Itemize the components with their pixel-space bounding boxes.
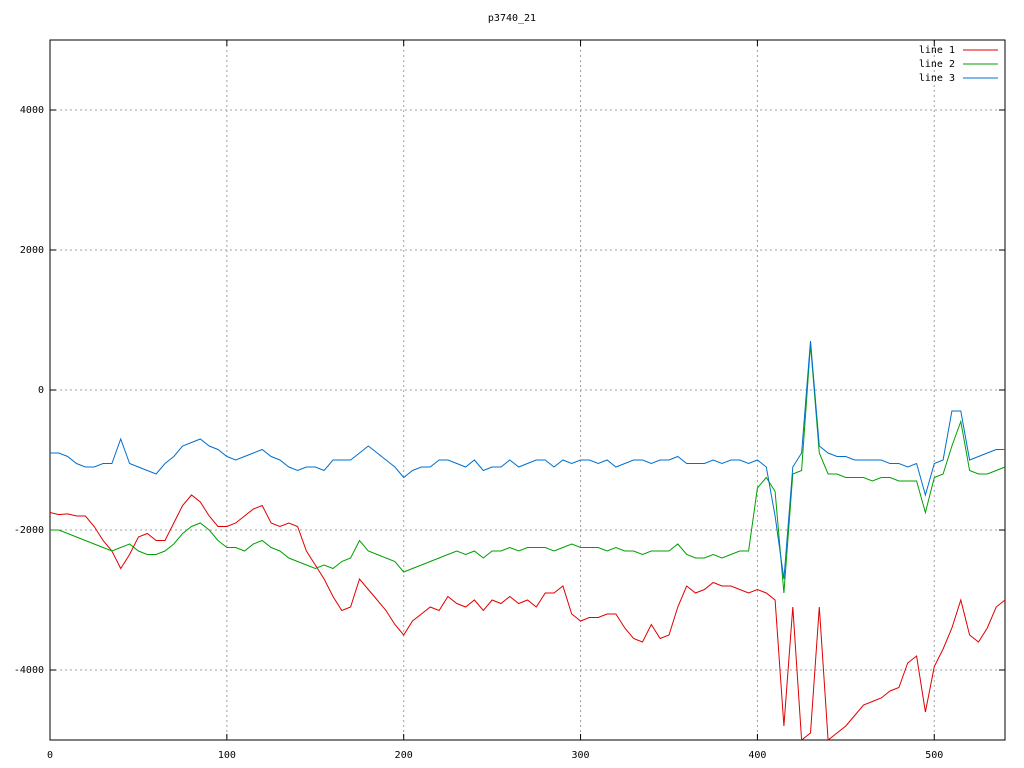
plot-frame — [49, 39, 1006, 741]
y-tick-label: -4000 — [14, 665, 44, 676]
series-line — [50, 344, 1006, 594]
y-tick-label: 4000 — [20, 105, 44, 116]
series-line — [50, 494, 1006, 741]
x-tick-label: 100 — [218, 750, 236, 761]
y-tick-label: -2000 — [14, 525, 44, 536]
x-tick-label: 0 — [47, 750, 53, 761]
legend-label: line 1 — [919, 45, 955, 56]
legend-label: line 2 — [919, 59, 955, 70]
series-line — [50, 340, 1005, 580]
legend-label: line 3 — [919, 73, 955, 84]
x-tick-label: 300 — [572, 750, 590, 761]
x-tick-label: 500 — [925, 750, 943, 761]
x-tick-label: 200 — [395, 750, 413, 761]
x-tick-label: 400 — [748, 750, 766, 761]
y-tick-label: 2000 — [20, 245, 44, 256]
chart-title: p3740_21 — [488, 13, 536, 24]
plot-area — [50, 340, 1006, 741]
y-tick-label: 0 — [38, 385, 44, 396]
